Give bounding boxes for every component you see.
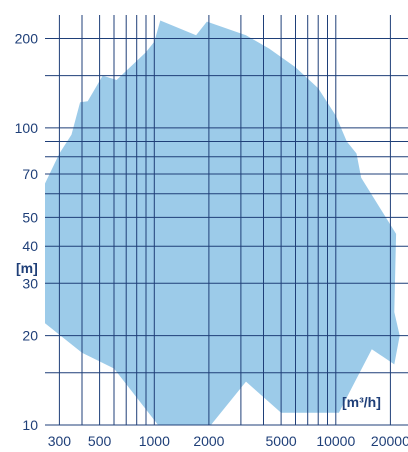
y-tick-label-layer: 10 20 30 40 50 70 100 200 <box>15 31 39 434</box>
x-tick-label-500: 500 <box>88 433 112 449</box>
x-tick-label-5000: 5000 <box>266 433 297 449</box>
y-tick-label-50: 50 <box>22 209 38 225</box>
y-tick-label-70: 70 <box>22 166 38 182</box>
y-tick-label-100: 100 <box>15 120 39 136</box>
y-tick-label-40: 40 <box>22 238 38 254</box>
y-tick-label-30: 30 <box>22 275 38 291</box>
operating-area-0 <box>45 20 400 425</box>
x-tick-label-1000: 1000 <box>139 433 170 449</box>
x-tick-label-300: 300 <box>48 433 72 449</box>
y-tick-label-10: 10 <box>22 417 38 433</box>
x-axis-unit-label: [m³/h] <box>342 394 381 410</box>
grid-layer <box>45 15 408 426</box>
y-axis-unit-label: [m] <box>16 260 38 276</box>
x-tick-label-20000: 20000 <box>371 433 408 449</box>
y-tick-label-20: 20 <box>22 328 38 344</box>
x-tick-label-10000: 10000 <box>316 433 355 449</box>
y-tick-label-200: 200 <box>15 31 39 47</box>
area-layer <box>45 20 400 425</box>
x-tick-label-layer: 300 500 1000 2000 5000 10000 20000 <box>48 433 408 449</box>
x-tick-label-2000: 2000 <box>193 433 224 449</box>
